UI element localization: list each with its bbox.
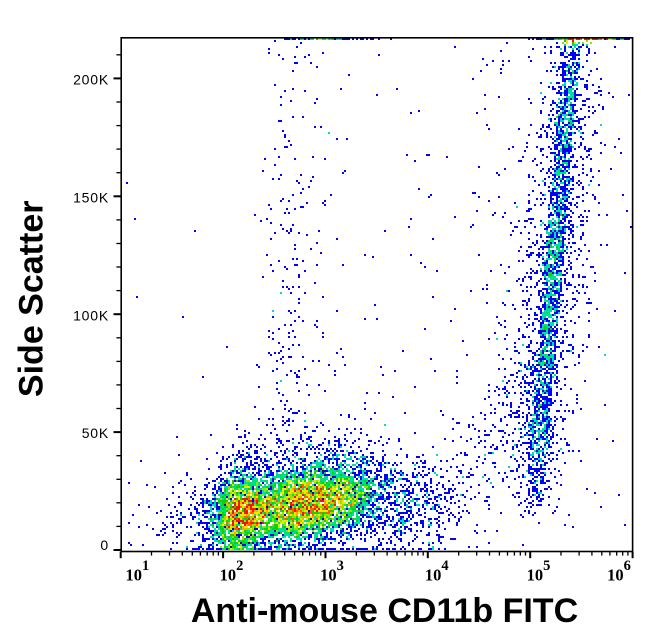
svg-text:Side Scatter: Side Scatter: [13, 201, 51, 398]
svg-text:50K: 50K: [82, 425, 109, 441]
svg-text:0: 0: [100, 537, 109, 553]
svg-text:150K: 150K: [73, 189, 109, 205]
svg-text:100K: 100K: [73, 307, 109, 323]
svg-text:Anti-mouse CD11b FITC: Anti-mouse CD11b FITC: [191, 592, 578, 630]
svg-text:200K: 200K: [73, 72, 109, 88]
